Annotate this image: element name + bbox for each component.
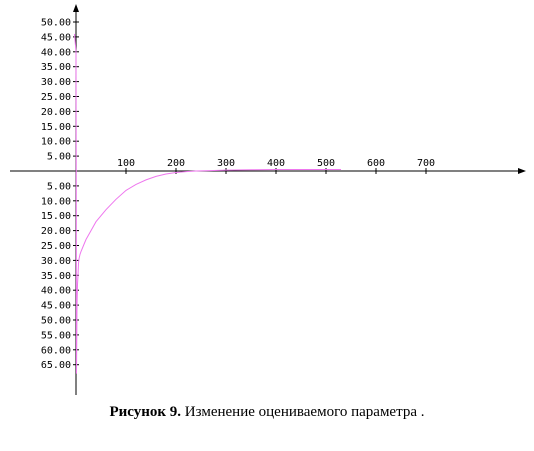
y-tick-label: 60.00 <box>41 345 71 356</box>
chart: 100 200 300 400 500 600 700 50.00 45.00 40.00 35.0… <box>10 4 526 395</box>
caption-label: Рисунок 9. <box>109 404 182 420</box>
ticks: 100 200 300 400 500 600 700 50.00 45.00 40.00 35.0… <box>41 18 435 372</box>
y-tick-label: 15.00 <box>41 211 71 222</box>
y-tick-label: 35.00 <box>41 271 71 282</box>
y-tick-label: 15.00 <box>41 122 71 133</box>
x-tick-label: 200 <box>167 158 185 169</box>
y-tick-label: 55.00 <box>41 330 71 341</box>
y-tick-label: 30.00 <box>41 77 71 88</box>
y-tick-label: 65.00 <box>41 360 71 371</box>
axes <box>10 4 526 395</box>
y-tick-label: 45.00 <box>41 301 71 312</box>
y-tick-label: 45.00 <box>41 32 71 43</box>
y-tick-label: 10.00 <box>41 137 71 148</box>
y-tick-label: 30.00 <box>41 256 71 267</box>
y-tick-label: 5.00 <box>47 181 71 192</box>
y-tick-label: 20.00 <box>41 226 71 237</box>
figure-caption: Рисунок 9. Изменение оцениваемого параме… <box>0 404 534 421</box>
y-tick-label: 40.00 <box>41 286 71 297</box>
y-tick-label: 50.00 <box>41 316 71 327</box>
y-tick-label: 25.00 <box>41 92 71 103</box>
series <box>74 33 341 374</box>
x-tick-label: 300 <box>217 158 235 169</box>
x-tick-label: 400 <box>267 158 285 169</box>
y-tick-label: 10.00 <box>41 196 71 207</box>
y-tick-label: 5.00 <box>47 152 71 163</box>
x-tick-label: 100 <box>117 158 135 169</box>
caption-text: Изменение оцениваемого параметра . <box>181 404 425 420</box>
y-tick-label: 35.00 <box>41 62 71 73</box>
x-tick-label: 600 <box>367 158 385 169</box>
y-tick-label: 20.00 <box>41 107 71 118</box>
x-axis-arrow <box>518 168 526 174</box>
y-tick-label: 40.00 <box>41 47 71 58</box>
y-tick-label: 25.00 <box>41 241 71 252</box>
y-axis-arrow <box>73 4 79 12</box>
x-tick-label: 700 <box>417 158 435 169</box>
series-line <box>74 33 341 374</box>
y-tick-label: 50.00 <box>41 18 71 29</box>
x-tick-label: 500 <box>317 158 335 169</box>
